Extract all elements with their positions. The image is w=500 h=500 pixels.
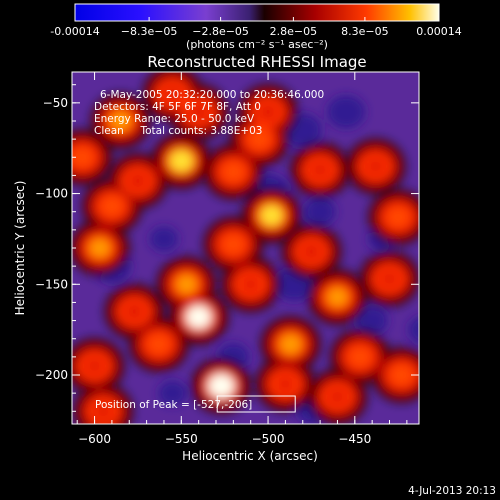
axis-ticks: −600 −550 −500 −450 −50 −100 −150 −200: [35, 72, 419, 446]
heatmap-blob-core: [125, 303, 144, 320]
colorbar-ticks: -0.00014 −8.3e−05 −2.8e−05 2.8e−05 8.3e−05 0.…: [50, 17, 462, 38]
colorbar-tick-label: -0.00014: [50, 25, 99, 38]
heatmap-blob-core: [102, 197, 122, 216]
heatmap-blob-core: [186, 305, 212, 329]
annotation-time-range: 6-May-2005 20:32:20.000 to 20:36:46.000: [100, 89, 324, 101]
annotation-detectors: Detectors: 4F 5F 6F 7F 8F, Att 0: [94, 101, 261, 113]
colorbar-tick-label: −2.8e−05: [192, 25, 249, 38]
heatmap-low-patch: [326, 95, 366, 129]
heatmap-blob-core: [249, 130, 270, 149]
y-tick-label: −200: [35, 368, 68, 382]
annotation-clean-counts: Clean Total counts: 3.88E+03: [94, 125, 263, 137]
heatmap-blob-core: [190, 103, 208, 120]
heatmap-blob-core: [164, 86, 181, 102]
colorbar-units-label: (photons cm⁻² s⁻¹ asec⁻²): [186, 38, 328, 51]
footer-date: 4-Jul-2013 20:13: [408, 485, 496, 497]
heatmap-blob-core: [95, 403, 112, 419]
x-tick-label: −550: [165, 432, 198, 446]
heatmap-blob-core: [89, 238, 111, 258]
colorbar-tick-label: −8.3e−05: [121, 25, 178, 38]
heatmap-blob-core: [260, 204, 283, 226]
heatmap-blob-core: [367, 158, 384, 174]
annotation-block: 6-May-2005 20:32:20.000 to 20:36:46.000 …: [94, 89, 324, 137]
heatmap-blob-core: [176, 274, 197, 294]
heatmap-blob-core: [259, 103, 277, 120]
colorbar-gradient: [74, 3, 440, 22]
heatmap-blob-core: [329, 389, 346, 405]
x-tick-label: −500: [252, 432, 285, 446]
colorbar-tick-label: 8.3e−05: [341, 25, 388, 38]
heatmap-blob-core: [277, 377, 293, 392]
heatmap-blob-core: [243, 277, 259, 292]
heatmap-blob-core: [302, 243, 321, 260]
heatmap-blob-core: [86, 358, 103, 374]
heatmap-blob-core: [279, 334, 302, 355]
heatmap-blob-core: [129, 172, 147, 189]
heatmap-low-patch: [408, 316, 419, 343]
peak-marker-box: [216, 395, 296, 413]
y-tick-label: −100: [35, 187, 68, 201]
heatmap-blob-core: [327, 287, 348, 307]
heatmap-blob-core: [224, 235, 243, 253]
heatmap-low-patch: [356, 306, 389, 335]
x-tick-label: −450: [338, 432, 371, 446]
heatmap-low-patch: [304, 197, 337, 226]
heatmap-blob-core: [223, 162, 244, 181]
heatmap-blob-core: [208, 373, 235, 398]
heatmap-blob-core: [381, 271, 398, 287]
peak-label-box: [216, 395, 296, 413]
heatmap-blob-core: [73, 148, 92, 166]
colorbar-tick-label: 0.00014: [416, 25, 462, 38]
y-tick-label: −150: [35, 277, 68, 291]
heatmap: [72, 72, 419, 424]
heatmap-blob-core: [312, 162, 329, 178]
heatmap-blob-core: [350, 348, 370, 366]
chart-title: Reconstructed RHESSI Image: [147, 53, 366, 71]
heatmap-blob-core: [389, 208, 408, 226]
y-tick-label: −50: [43, 96, 68, 110]
plot-area: −600 −550 −500 −450 −50 −100 −150 −200 6-May-20…: [35, 71, 420, 446]
x-tick-label: −600: [78, 432, 111, 446]
heatmap-blob-core: [391, 366, 412, 385]
colorbar-tick-label: 2.8e−05: [270, 25, 317, 38]
heatmap-blob-core: [110, 111, 131, 131]
y-axis-label: Heliocentric Y (arcsec): [13, 181, 27, 316]
x-axis-label: Heliocentric X (arcsec): [182, 449, 318, 463]
annotation-energy-range: Energy Range: 25.0 - 50.0 keV: [94, 113, 255, 125]
peak-position-label: Position of Peak = [-527,-206]: [95, 399, 252, 411]
heatmap-blob-core: [169, 149, 194, 172]
colorbar: -0.00014 −8.3e−05 −2.8e−05 2.8e−05 8.3e−05 0.…: [50, 3, 462, 51]
heatmap-low-patch: [149, 226, 179, 252]
heatmap-blob-core: [149, 335, 168, 353]
heatmap-low-patch: [158, 380, 188, 406]
